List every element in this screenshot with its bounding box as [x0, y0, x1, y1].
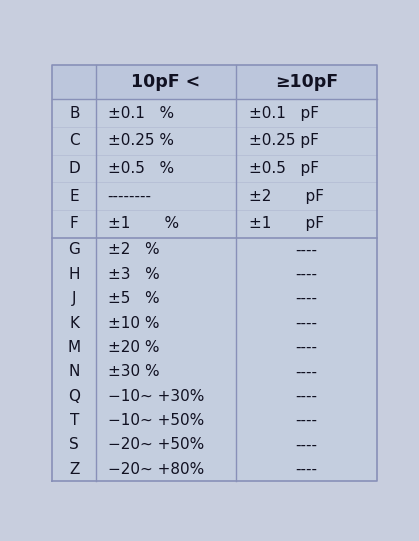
Text: ±0.1   %: ±0.1 %: [108, 106, 174, 121]
Bar: [52, 100, 377, 238]
Text: B: B: [69, 106, 80, 121]
Text: T: T: [70, 413, 79, 428]
Text: ≥10pF: ≥10pF: [275, 73, 338, 91]
Text: ±2   %: ±2 %: [108, 242, 159, 258]
Text: ±2       pF: ±2 pF: [249, 189, 324, 204]
Text: S: S: [70, 438, 79, 452]
Text: ±0.5   pF: ±0.5 pF: [249, 161, 319, 176]
Text: ±20 %: ±20 %: [108, 340, 159, 355]
Text: ±30 %: ±30 %: [108, 364, 159, 379]
Text: ±0.25 %: ±0.25 %: [108, 134, 173, 148]
Text: ----: ----: [295, 388, 318, 404]
Bar: [52, 238, 377, 481]
Bar: [52, 65, 377, 100]
Text: ±0.5   %: ±0.5 %: [108, 161, 174, 176]
Text: −20~ +80%: −20~ +80%: [108, 462, 204, 477]
Text: Z: Z: [69, 462, 80, 477]
Text: G: G: [68, 242, 80, 258]
Text: E: E: [70, 189, 79, 204]
Text: ----: ----: [295, 315, 318, 331]
Text: ±0.1   pF: ±0.1 pF: [249, 106, 319, 121]
Text: D: D: [68, 161, 80, 176]
Text: −10~ +30%: −10~ +30%: [108, 388, 204, 404]
Text: --------: --------: [108, 189, 152, 204]
Text: ±5   %: ±5 %: [108, 291, 159, 306]
Text: ±3   %: ±3 %: [108, 267, 159, 282]
Text: ±10 %: ±10 %: [108, 315, 159, 331]
Text: K: K: [69, 315, 79, 331]
Text: J: J: [72, 291, 77, 306]
Text: −20~ +50%: −20~ +50%: [108, 438, 204, 452]
Text: ----: ----: [295, 267, 318, 282]
Text: N: N: [69, 364, 80, 379]
Text: F: F: [70, 216, 79, 232]
Text: ----: ----: [295, 242, 318, 258]
Text: M: M: [68, 340, 81, 355]
Text: ±1       %: ±1 %: [108, 216, 178, 232]
Text: ----: ----: [295, 413, 318, 428]
Text: C: C: [69, 134, 80, 148]
Text: ±1       pF: ±1 pF: [249, 216, 324, 232]
Text: ±0.25 pF: ±0.25 pF: [249, 134, 319, 148]
Text: ----: ----: [295, 438, 318, 452]
Text: Q: Q: [68, 388, 80, 404]
Text: H: H: [69, 267, 80, 282]
Text: −10~ +50%: −10~ +50%: [108, 413, 204, 428]
Text: ----: ----: [295, 364, 318, 379]
Text: ----: ----: [295, 340, 318, 355]
Text: ----: ----: [295, 462, 318, 477]
Text: 10pF <: 10pF <: [132, 73, 201, 91]
Text: ----: ----: [295, 291, 318, 306]
